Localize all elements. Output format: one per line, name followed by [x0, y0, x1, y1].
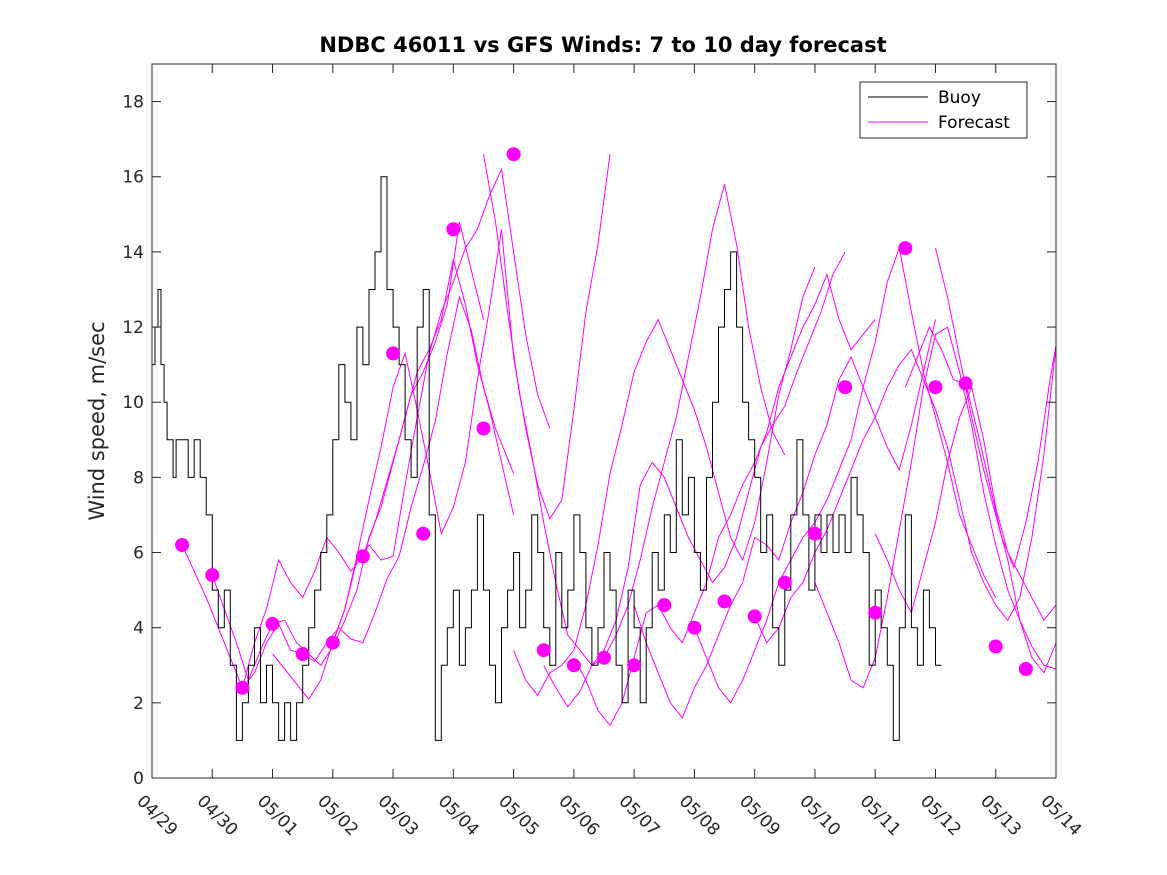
legend-label-forecast: Forecast [938, 113, 1010, 133]
buoy-line-group [152, 176, 942, 741]
x-tick-label: 05/03 [374, 791, 423, 840]
forecast-series-line [814, 326, 1057, 689]
forecast-series-line [904, 325, 1057, 570]
forecast-lines [181, 154, 1057, 727]
y-tick-label: 2 [133, 694, 144, 714]
y-tick-label: 8 [133, 468, 144, 488]
forecast-dot [1018, 662, 1033, 676]
forecast-dot [868, 605, 883, 620]
forecast-dot [205, 568, 220, 583]
x-tick-label: 05/12 [916, 791, 965, 840]
forecast-series-line [242, 295, 515, 689]
forecast-dot [325, 635, 340, 650]
chart-title: NDBC 46011 vs GFS Winds: 7 to 10 day for… [319, 33, 886, 57]
plot-frame [151, 63, 1057, 779]
forecast-dot [657, 598, 672, 613]
forecast-series-line [935, 247, 1057, 670]
forecast-dots [175, 147, 1033, 695]
x-tick-label: 05/01 [253, 791, 302, 840]
forecast-dot [536, 643, 551, 658]
forecast-series-line [483, 154, 786, 666]
y-tick-label: 16 [122, 168, 144, 188]
y-tick-label: 12 [122, 318, 144, 338]
x-tick-label: 05/11 [856, 791, 905, 840]
forecast-series-line [181, 221, 484, 690]
forecast-dot [506, 147, 521, 162]
forecast-dot [777, 575, 792, 590]
forecast-dot [295, 647, 310, 661]
forecast-dot [898, 241, 913, 256]
legend: Buoy Forecast [859, 81, 1028, 139]
forecast-series-line [633, 319, 936, 719]
x-tick-label: 05/07 [615, 791, 664, 840]
y-tick-label: 10 [122, 393, 144, 413]
forecast-series-line [573, 272, 876, 727]
forecast-dot [175, 538, 190, 552]
y-tick-label: 6 [133, 544, 144, 564]
y-tick-label: 4 [133, 619, 144, 639]
forecast-dot [807, 526, 822, 541]
forecast-dot [747, 609, 762, 624]
x-tick-label: 05/06 [554, 791, 603, 840]
forecast-dot [928, 380, 943, 395]
forecast-dot [235, 680, 250, 695]
forecast-dot [988, 639, 1003, 654]
forecast-dot [717, 594, 732, 609]
forecast-dot [386, 346, 401, 361]
forecast-series-line [513, 266, 816, 697]
forecast-series-line [211, 259, 515, 682]
forecast-dot [265, 616, 280, 631]
y-tick-label: 14 [122, 243, 144, 263]
forecast-dot [446, 222, 461, 237]
x-tick-label: 05/04 [434, 791, 483, 840]
forecast-dot [838, 380, 853, 395]
legend-label-buoy: Buoy [938, 88, 981, 108]
x-tick-label: 05/02 [313, 791, 362, 840]
x-tick-label: 05/08 [675, 791, 724, 840]
buoy-line [152, 176, 942, 741]
forecast-dot [416, 526, 431, 541]
forecast-series-line [693, 246, 997, 704]
x-tick-label: 04/29 [132, 791, 181, 840]
x-tick-label: 04/30 [193, 791, 242, 840]
x-tick-label: 05/10 [795, 791, 844, 840]
y-axis-label: Wind speed, m/sec [85, 321, 109, 520]
y-tick-label: 18 [122, 93, 144, 113]
y-axis: 0 2 4 6 8 10 12 14 16 18 [122, 93, 1056, 789]
forecast-dot [958, 376, 973, 391]
forecast-dot [476, 421, 491, 436]
forecast-dot [566, 658, 581, 673]
forecast-dot [687, 620, 702, 635]
x-tick-label: 05/14 [1036, 791, 1085, 840]
forecast-series-line [332, 154, 611, 643]
x-tick-label: 05/09 [735, 791, 784, 840]
forecast-series-line [754, 345, 1057, 644]
plot-area [152, 64, 1056, 778]
legend-box [859, 81, 1028, 139]
forecast-dot [355, 549, 370, 564]
y-tick-label: 0 [133, 769, 144, 789]
x-tick-label: 05/13 [976, 791, 1025, 840]
forecast-dot [597, 650, 611, 665]
x-tick-label: 05/05 [494, 791, 543, 840]
forecast-dot [627, 658, 642, 673]
